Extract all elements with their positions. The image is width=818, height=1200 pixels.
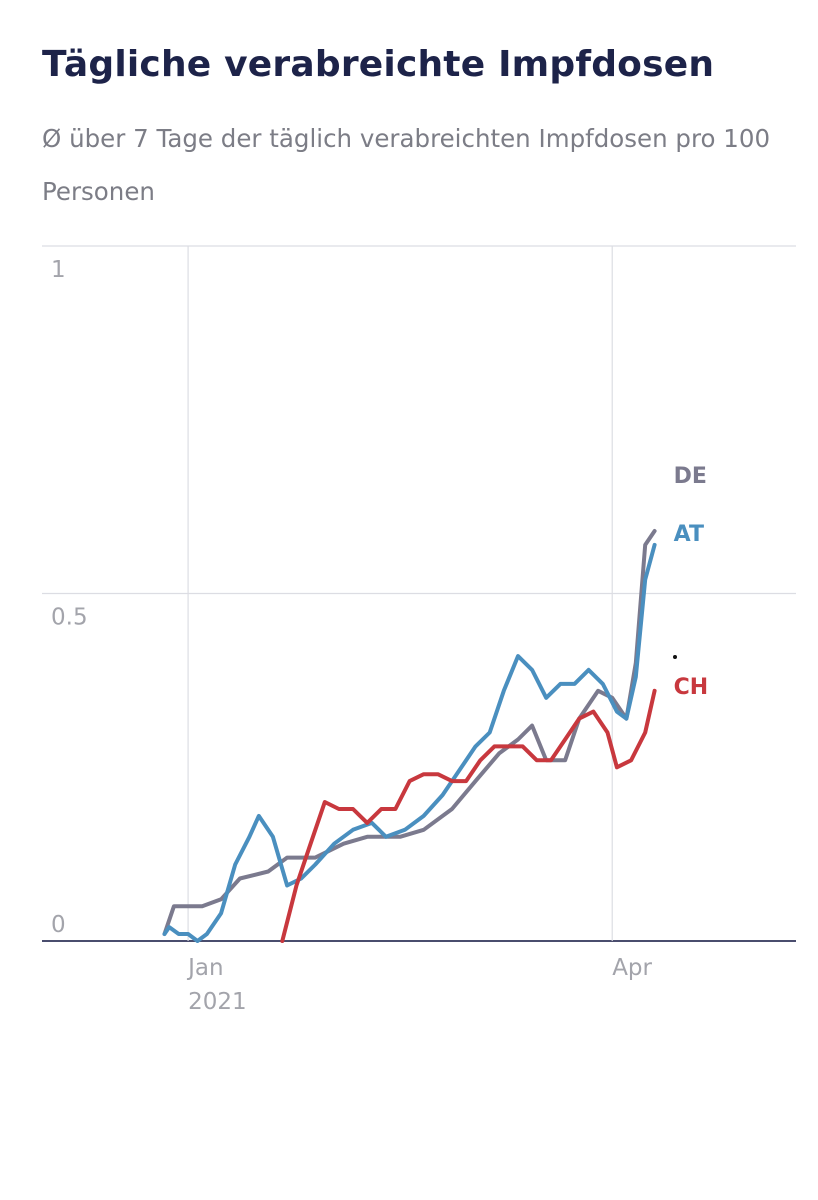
line-layer xyxy=(162,529,657,943)
grid-layer xyxy=(42,245,796,942)
y-tick-label: 0 xyxy=(51,912,66,938)
series-label-ch: CH xyxy=(674,675,709,700)
chart-title: Tägliche verabreichte Impfdosen xyxy=(42,44,715,85)
series-line-ch xyxy=(280,688,657,943)
tick-layer: 1 0.5 0 Jan 2021 Apr xyxy=(51,257,653,1015)
series-line-de xyxy=(162,529,657,936)
stray-dot xyxy=(673,655,677,659)
x-tick-sublabel: 2021 xyxy=(188,989,247,1015)
series-label-de: DE xyxy=(674,464,707,489)
x-tick-label: Jan xyxy=(186,955,223,981)
label-layer: DE AT CH xyxy=(674,464,709,700)
series-label-at: AT xyxy=(674,522,704,547)
x-tick-label: Apr xyxy=(612,955,652,981)
chart-subtitle: Ø über 7 Tage der täglich verabreichten … xyxy=(42,124,771,206)
series-line-at xyxy=(162,542,657,943)
line-chart: 1 0.5 0 Jan 2021 Apr DE AT CH xyxy=(42,245,796,1015)
y-tick-label: 0.5 xyxy=(51,605,88,631)
y-tick-label: 1 xyxy=(51,257,66,283)
